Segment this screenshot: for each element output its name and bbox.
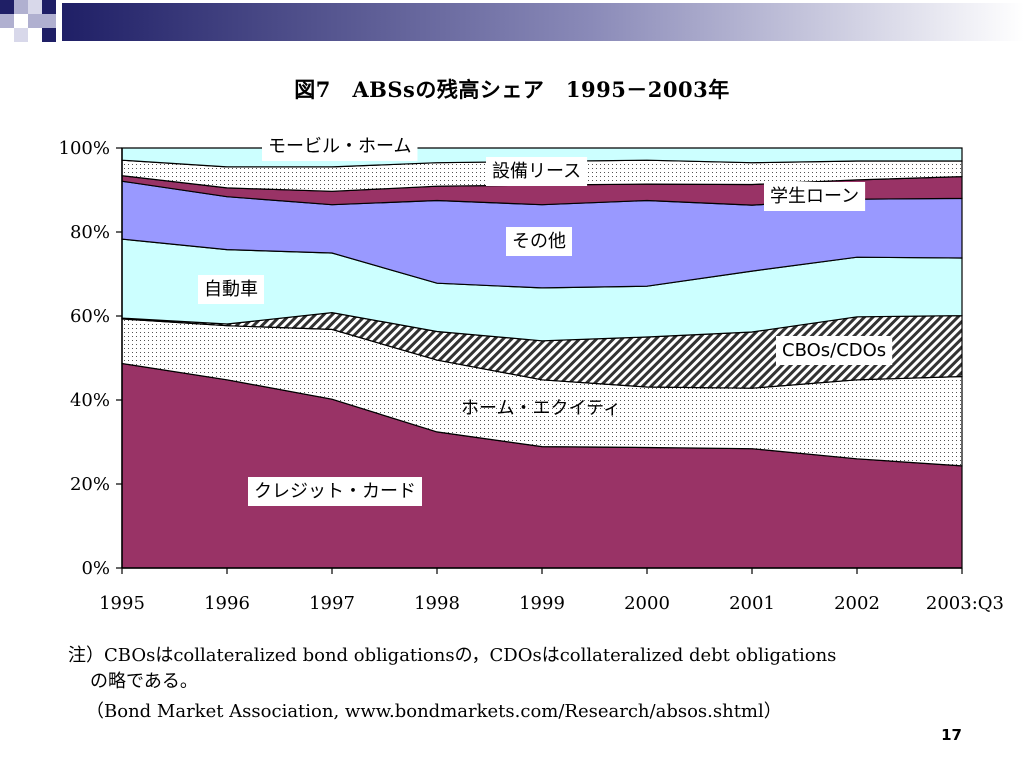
series-label-box bbox=[764, 182, 866, 211]
footnote-line-2: の略である。 bbox=[90, 671, 198, 692]
series-label-box bbox=[262, 132, 418, 161]
x-tick-label: 1997 bbox=[309, 593, 355, 614]
stacked-area-chart: 0% 20% 40% 60% 80% 100% 1995 1996 1997 1998 1999 20… bbox=[58, 132, 1004, 614]
series-label-manufactured-housing: モービル・ホーム bbox=[262, 132, 418, 161]
y-tick-label: 60% bbox=[70, 306, 110, 327]
x-tick-label: 1999 bbox=[519, 593, 565, 614]
svg-text:設備リース: 設備リース bbox=[492, 161, 581, 182]
svg-text:モービル・ホーム: モービル・ホーム bbox=[268, 136, 411, 157]
x-tick-label: 2000 bbox=[624, 593, 670, 614]
x-tick-label: 2001 bbox=[729, 593, 775, 614]
footnote: 注）CBOsはcollateralized bond obligationsの，… bbox=[68, 643, 988, 695]
series-label-box bbox=[486, 157, 588, 186]
y-tick-label: 40% bbox=[70, 390, 110, 411]
x-tick-label: 1998 bbox=[414, 593, 460, 614]
series-label-equipment-lease: 設備リース bbox=[486, 157, 588, 186]
series-label-student-loan: 学生ローン bbox=[764, 182, 866, 211]
series-label-box bbox=[776, 336, 893, 365]
x-tick-label: 1995 bbox=[99, 593, 145, 614]
x-tick-label: 1996 bbox=[204, 593, 250, 614]
corner-decoration bbox=[0, 0, 1024, 42]
svg-text:CBOs/CDOs: CBOs/CDOs bbox=[782, 340, 886, 361]
series-label-box bbox=[506, 227, 572, 256]
y-tick-label: 80% bbox=[70, 222, 110, 243]
source-citation: （Bond Market Association, www.bondmarket… bbox=[86, 701, 782, 722]
y-tick-label: 0% bbox=[81, 558, 110, 579]
svg-text:クレジット・カード: クレジット・カード bbox=[254, 481, 416, 502]
series-label-other: その他 bbox=[506, 227, 572, 256]
y-tick-label: 100% bbox=[59, 138, 110, 159]
x-tick-label: 2003:Q3 bbox=[926, 593, 1004, 614]
y-tick-label: 20% bbox=[70, 474, 110, 495]
x-tick-label: 2002 bbox=[834, 593, 880, 614]
series-label-auto: 自動車 bbox=[198, 275, 264, 304]
svg-text:ホーム・エクイティ: ホーム・エクイティ bbox=[461, 398, 621, 419]
series-label-box bbox=[248, 477, 422, 506]
svg-text:学生ローン: 学生ローン bbox=[770, 186, 859, 207]
series-label-home-equity: ホーム・エクイティ bbox=[461, 398, 621, 419]
series-label-box bbox=[198, 275, 264, 304]
svg-text:自動車: 自動車 bbox=[204, 279, 258, 300]
svg-text:その他: その他 bbox=[512, 231, 566, 252]
chart-title: 図7 ABSsの残高シェア 1995－2003年 bbox=[294, 77, 730, 102]
series-label-credit-card: クレジット・カード bbox=[248, 477, 422, 506]
footnote-line-1: 注）CBOsはcollateralized bond obligationsの，… bbox=[68, 645, 837, 666]
page-number: 17 bbox=[941, 726, 962, 744]
series-label-cbo-cdo: CBOs/CDOs bbox=[776, 336, 893, 365]
